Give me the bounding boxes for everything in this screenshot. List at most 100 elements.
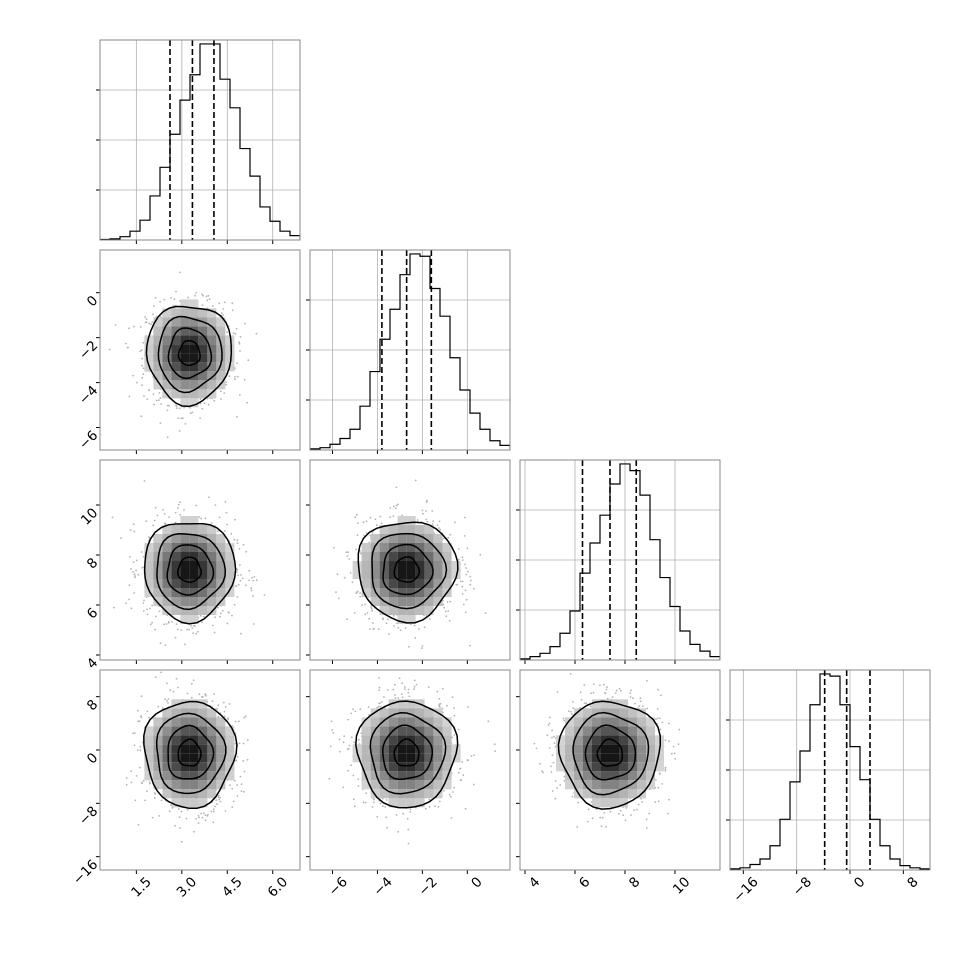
scatter-point (580, 698, 583, 701)
panel-frame (99, 459, 301, 661)
scatter-point (639, 700, 642, 703)
scatter-point (397, 830, 400, 833)
scatter-point (236, 596, 239, 598)
density-cell (592, 726, 601, 736)
density-cell (198, 543, 208, 552)
scatter-point (238, 341, 241, 344)
density-cell (162, 525, 172, 534)
density-cell (216, 744, 226, 754)
density-cell (379, 534, 389, 543)
scatter-point (407, 688, 410, 691)
density-cell (583, 717, 592, 727)
scatter-point (402, 812, 405, 815)
scatter-point (242, 760, 245, 762)
scatter-point (381, 805, 384, 807)
scatter-point (190, 682, 193, 685)
plot-area (328, 664, 497, 845)
scatter-point (403, 686, 406, 688)
density-cell (162, 561, 172, 570)
scatter-point (348, 558, 351, 560)
scatter-point (548, 722, 551, 725)
density-cell (216, 588, 226, 597)
density-cell (153, 780, 163, 790)
density-cell (388, 771, 398, 781)
density-cell (153, 326, 163, 336)
density-cell (637, 744, 646, 754)
scatter-point (238, 548, 241, 550)
scatter-point (143, 480, 146, 482)
scatter-point (154, 297, 157, 299)
density-cell (216, 543, 226, 552)
scatter-point (362, 801, 365, 804)
scatter-point (169, 689, 172, 692)
scatter-point (348, 744, 351, 747)
scatter-point (158, 392, 161, 394)
density-cell (379, 552, 389, 561)
contour-line (167, 327, 213, 380)
panel-frame (729, 669, 931, 871)
density-cell (189, 744, 199, 754)
panel-frame (309, 669, 511, 871)
scatter-point (243, 716, 246, 719)
scatter-point (409, 811, 412, 813)
density-cell (180, 317, 190, 327)
density-cell (610, 735, 619, 745)
scatter-point (114, 324, 117, 326)
scatter-point (140, 415, 143, 418)
scatter-point (554, 745, 557, 748)
density-cell (370, 717, 380, 727)
density-cell (162, 744, 172, 754)
scatter-point (465, 567, 467, 569)
scatter-point (668, 740, 670, 743)
scatter-point (153, 792, 156, 795)
scatter-point (195, 632, 198, 635)
scatter-point (134, 799, 137, 802)
scatter-point (387, 618, 389, 621)
density-cell (171, 371, 181, 381)
scatter-point (413, 685, 416, 688)
scatter-point (466, 547, 469, 550)
density-cell (415, 579, 425, 588)
density-cell (207, 380, 217, 390)
density-cell (144, 735, 154, 745)
scatter-point (140, 349, 143, 351)
scatter-point (428, 618, 431, 620)
scatter-point (130, 607, 133, 610)
density-cell (225, 579, 235, 588)
scatter-point (206, 299, 209, 302)
scatter-point (428, 798, 431, 801)
density-cell (379, 570, 389, 579)
scatter-point (159, 642, 162, 645)
density-cell (189, 317, 199, 327)
density-cell (415, 717, 425, 727)
scatter-point (577, 801, 579, 804)
density-cell (610, 780, 619, 790)
scatter-point (424, 807, 427, 810)
density-cell (180, 588, 190, 597)
scatter-point (457, 728, 460, 731)
density-cell (601, 699, 610, 709)
scatter-point (550, 771, 553, 773)
scatter-point (667, 812, 669, 815)
density-cell (171, 780, 181, 790)
scatter-point (224, 810, 227, 812)
density-cell (424, 753, 434, 763)
scatter-point (154, 506, 157, 509)
density-cell (198, 525, 208, 534)
density-cell (216, 570, 226, 579)
scatter-point (369, 516, 372, 519)
density-cell (583, 780, 592, 790)
scatter-point (436, 524, 439, 527)
density-cell (180, 335, 190, 345)
scatter-point (472, 783, 475, 786)
scatter-point (220, 312, 223, 314)
density-cell (370, 561, 380, 570)
scatter-point (656, 708, 659, 710)
density-cell (433, 597, 443, 606)
scatter-point (436, 664, 438, 666)
scatter-point (385, 622, 388, 625)
density-cell (424, 534, 434, 543)
scatter-point (654, 801, 657, 803)
density-cell (189, 299, 199, 309)
scatter-point (145, 520, 148, 522)
